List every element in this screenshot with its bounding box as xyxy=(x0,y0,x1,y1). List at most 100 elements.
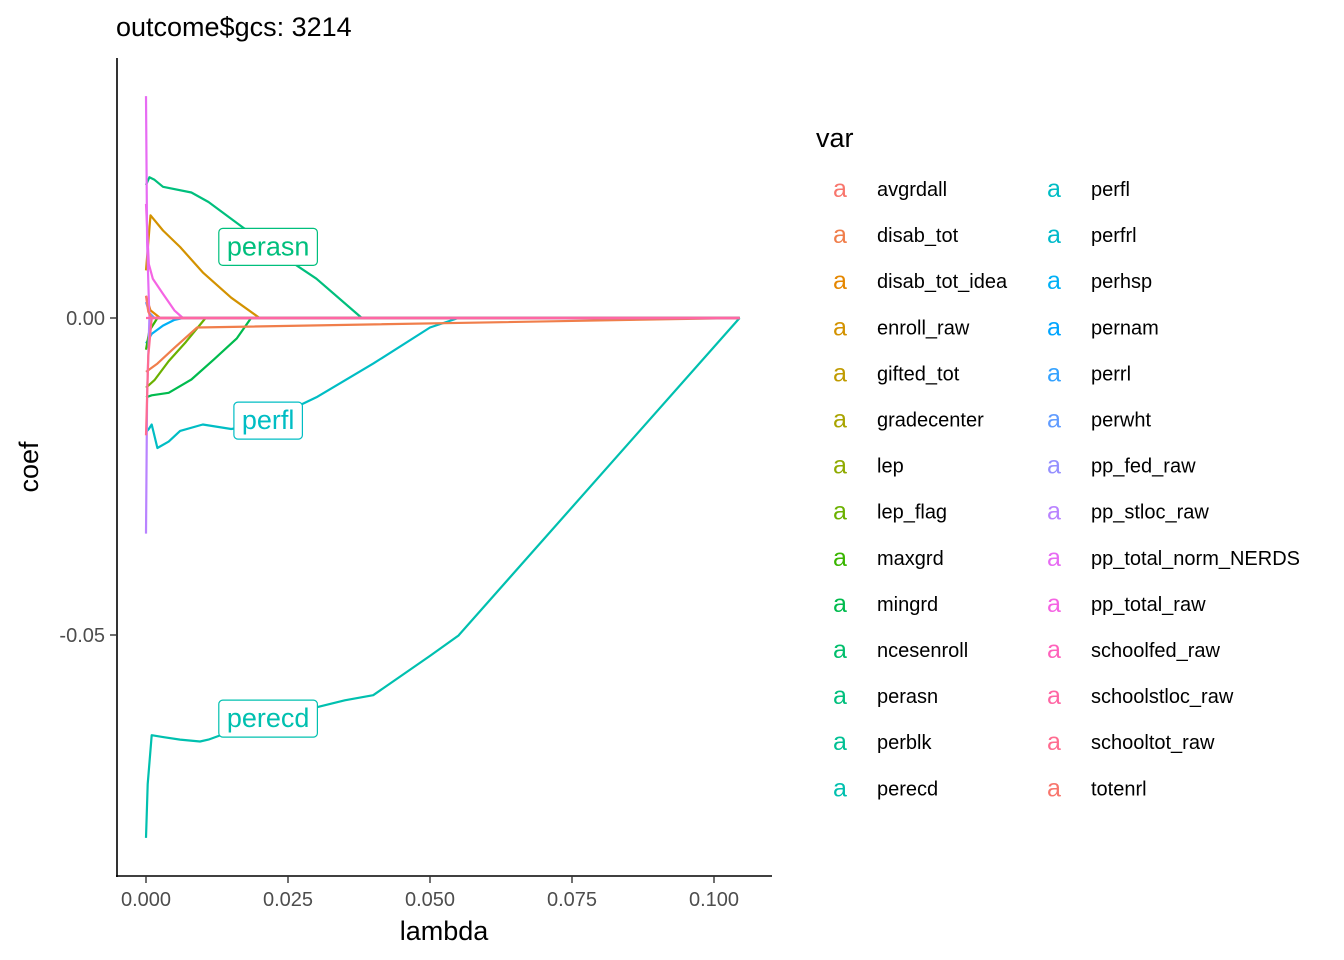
legend-key-glyph: a xyxy=(833,313,847,341)
legend-key-glyph: a xyxy=(1047,406,1061,434)
legend-entry-perhsp: a perhsp xyxy=(1047,267,1152,295)
legend-entry-disab_tot_idea: a disab_tot_idea xyxy=(833,267,1008,295)
legend-title: var xyxy=(816,123,854,153)
legend-label: perhsp xyxy=(1091,271,1152,293)
legend-label: perrl xyxy=(1091,363,1131,385)
legend-key-glyph: a xyxy=(1047,452,1061,480)
annotation-perecd: perecd xyxy=(218,699,319,738)
series-line-enroll_raw xyxy=(144,214,740,320)
legend-key-glyph: a xyxy=(833,406,847,434)
legend-label: disab_tot xyxy=(877,225,959,247)
legend-label: pp_total_norm_NERDS xyxy=(1091,548,1300,570)
series-line-perfl xyxy=(145,316,740,450)
legend-label: schoolstloc_raw xyxy=(1091,686,1234,708)
legend-entry-pp_stloc_raw: a pp_stloc_raw xyxy=(1047,498,1209,526)
legend-key-glyph: a xyxy=(1047,313,1061,341)
x-tick-label: 0.000 xyxy=(121,889,171,911)
series-line-lep_flag xyxy=(145,316,740,389)
legend-label: pernam xyxy=(1091,317,1159,339)
legend-entry-perblk: a perblk xyxy=(833,728,932,756)
series-line-perecd xyxy=(144,317,741,838)
legend-key-glyph: a xyxy=(833,175,847,203)
legend-entry-perwht: a perwht xyxy=(1047,406,1151,434)
legend-label: perfl xyxy=(1091,179,1130,201)
legend-entry-maxgrd: a maxgrd xyxy=(833,544,944,572)
legend-entry-pernam: a pernam xyxy=(1047,313,1159,341)
annotation-box xyxy=(233,401,303,440)
legend-key-glyph: a xyxy=(1047,544,1061,572)
annotation-label: perfl xyxy=(242,405,295,435)
legend-label: disab_tot_idea xyxy=(877,271,1008,293)
annotation-perfl: perfl xyxy=(233,401,303,440)
legend-entry-lep: a lep xyxy=(833,452,904,480)
legend-label: perecd xyxy=(877,778,938,800)
legend-entry-enroll_raw: a enroll_raw xyxy=(833,313,970,341)
y-axis-title: coef xyxy=(14,441,44,493)
legend-key-glyph: a xyxy=(1047,728,1061,756)
annotation-label: perasn xyxy=(227,231,310,261)
legend-entry-avgrdall: a avgrdall xyxy=(833,175,947,203)
y-tick-label: 0.00 xyxy=(66,308,105,330)
legend-entry-perrl: a perrl xyxy=(1047,359,1131,387)
series-line-pp_total_norm_NERDS xyxy=(144,96,740,320)
legend-label: pp_total_raw xyxy=(1091,594,1206,616)
legend-key-glyph: a xyxy=(833,359,847,387)
annotation-label: perecd xyxy=(227,703,310,733)
legend-key-glyph: a xyxy=(1047,682,1061,710)
legend-label: enroll_raw xyxy=(877,317,970,339)
legend-key-glyph: a xyxy=(1047,636,1061,664)
legend-entry-pp_total_raw: a pp_total_raw xyxy=(1047,590,1206,618)
legend-entry-pp_fed_raw: a pp_fed_raw xyxy=(1047,452,1196,480)
legend-entry-perfl: a perfl xyxy=(1047,175,1130,203)
legend-label: perblk xyxy=(877,732,932,754)
legend-label: maxgrd xyxy=(877,548,944,570)
x-axis-title: lambda xyxy=(400,916,490,946)
legend-key-glyph: a xyxy=(833,544,847,572)
legend-entry-schoolfed_raw: a schoolfed_raw xyxy=(1047,636,1220,664)
legend-label: schooltot_raw xyxy=(1091,732,1215,754)
legend-entry-totenrl: a totenrl xyxy=(1047,774,1147,802)
legend-key-glyph: a xyxy=(1047,498,1061,526)
legend-label: schoolfed_raw xyxy=(1091,640,1221,662)
legend-key-glyph: a xyxy=(833,590,847,618)
legend-key-glyph: a xyxy=(833,452,847,480)
legend-entry-schooltot_raw: a schooltot_raw xyxy=(1047,728,1215,756)
legend-entry-pp_total_norm_NERDS: a pp_total_norm_NERDS xyxy=(1047,544,1300,572)
legend-key-glyph: a xyxy=(833,774,847,802)
legend-entry-gradecenter: a gradecenter xyxy=(833,406,984,434)
plot-area xyxy=(144,96,741,838)
legend-key-glyph: a xyxy=(833,636,847,664)
legend-label: perwht xyxy=(1091,410,1151,432)
legend-label: perasn xyxy=(877,686,938,708)
legend-entry-mingrd: a mingrd xyxy=(833,590,938,618)
legend-label: gradecenter xyxy=(877,410,984,432)
legend-entry-lep_flag: a lep_flag xyxy=(833,498,947,526)
legend-key-glyph: a xyxy=(1047,774,1061,802)
series-line-perwht xyxy=(144,301,740,320)
legend-key-glyph: a xyxy=(1047,221,1061,249)
series-line-mingrd xyxy=(145,316,740,399)
legend-key-glyph: a xyxy=(833,267,847,295)
x-tick-label: 0.050 xyxy=(405,889,455,911)
legend-label: gifted_tot xyxy=(877,363,960,385)
legend-key-glyph: a xyxy=(1047,175,1061,203)
legend-label: avgrdall xyxy=(877,179,947,201)
legend-label: pp_fed_raw xyxy=(1091,456,1196,478)
legend-label: pp_stloc_raw xyxy=(1091,502,1209,524)
x-axis-ticks: 0.000 0.025 0.050 0.075 0.100 xyxy=(121,876,739,911)
legend-key-glyph: a xyxy=(833,498,847,526)
annotation-box xyxy=(218,699,319,738)
legend-key-glyph: a xyxy=(833,682,847,710)
legend-key-glyph: a xyxy=(833,728,847,756)
x-tick-label: 0.025 xyxy=(263,889,313,911)
x-tick-label: 0.100 xyxy=(689,889,739,911)
legend-entry-perecd: a perecd xyxy=(833,774,938,802)
legend-label: mingrd xyxy=(877,594,938,616)
legend-label: perfrl xyxy=(1091,225,1137,247)
legend-entry-gifted_tot: a gifted_tot xyxy=(833,359,960,387)
series-line-disab_tot xyxy=(145,316,740,373)
x-tick-label: 0.075 xyxy=(547,889,597,911)
legend-label: lep_flag xyxy=(877,502,947,524)
